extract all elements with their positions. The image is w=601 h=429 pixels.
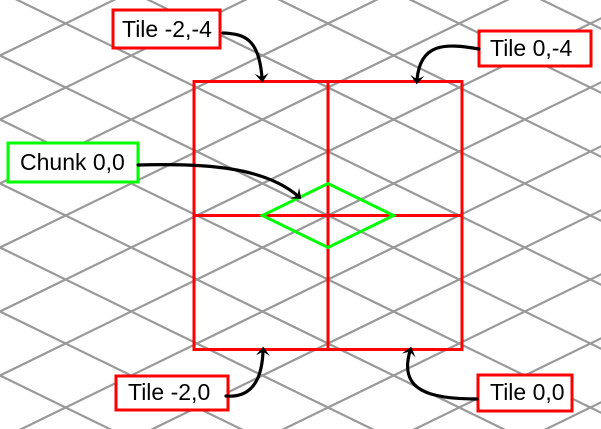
svg-text:Tile -2,-4: Tile -2,-4 xyxy=(122,16,212,42)
svg-text:Chunk 0,0: Chunk 0,0 xyxy=(20,149,125,175)
svg-text:Tile 0,0: Tile 0,0 xyxy=(490,379,565,405)
svg-text:Tile 0,-4: Tile 0,-4 xyxy=(490,35,572,61)
svg-text:Tile -2,0: Tile -2,0 xyxy=(128,379,210,405)
